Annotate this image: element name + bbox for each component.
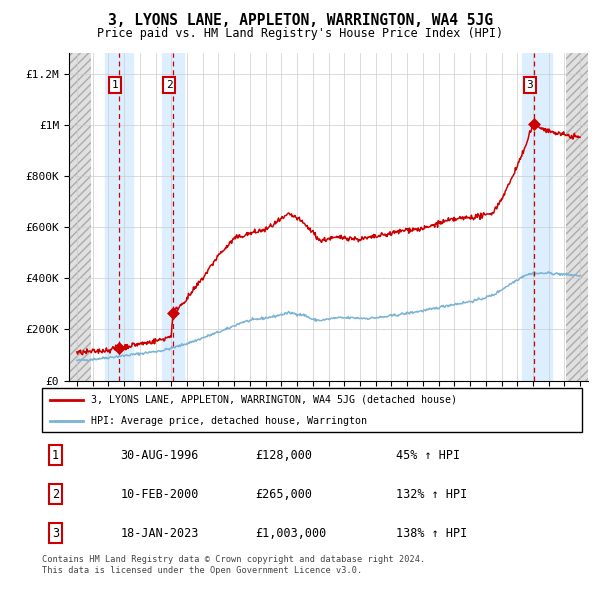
Bar (69, 53, 91, 381)
Bar (522, 53, 552, 381)
Text: £128,000: £128,000 (256, 448, 313, 461)
Text: 2: 2 (52, 487, 59, 501)
Text: £1,003,000: £1,003,000 (256, 527, 326, 540)
Text: 18-JAN-2023: 18-JAN-2023 (121, 527, 199, 540)
Bar (162, 53, 184, 381)
Text: 3, LYONS LANE, APPLETON, WARRINGTON, WA4 5JG (detached house): 3, LYONS LANE, APPLETON, WARRINGTON, WA4… (91, 395, 457, 405)
Text: 45% ↑ HPI: 45% ↑ HPI (396, 448, 460, 461)
Text: HPI: Average price, detached house, Warrington: HPI: Average price, detached house, Warr… (91, 416, 367, 426)
Text: This data is licensed under the Open Government Licence v3.0.: This data is licensed under the Open Gov… (42, 566, 362, 575)
Text: Price paid vs. HM Land Registry's House Price Index (HPI): Price paid vs. HM Land Registry's House … (97, 27, 503, 40)
Text: 1: 1 (52, 448, 59, 461)
Text: 30-AUG-1996: 30-AUG-1996 (121, 448, 199, 461)
Text: 138% ↑ HPI: 138% ↑ HPI (396, 527, 467, 540)
Text: 3: 3 (526, 80, 533, 90)
Text: 2: 2 (166, 80, 172, 90)
Bar (566, 53, 588, 381)
Text: 10-FEB-2000: 10-FEB-2000 (121, 487, 199, 501)
Text: 3, LYONS LANE, APPLETON, WARRINGTON, WA4 5JG: 3, LYONS LANE, APPLETON, WARRINGTON, WA4… (107, 13, 493, 28)
Text: 132% ↑ HPI: 132% ↑ HPI (396, 487, 467, 501)
Text: £265,000: £265,000 (256, 487, 313, 501)
Text: 1: 1 (112, 80, 118, 90)
Bar (105, 53, 133, 381)
Text: 3: 3 (52, 527, 59, 540)
Text: Contains HM Land Registry data © Crown copyright and database right 2024.: Contains HM Land Registry data © Crown c… (42, 555, 425, 563)
